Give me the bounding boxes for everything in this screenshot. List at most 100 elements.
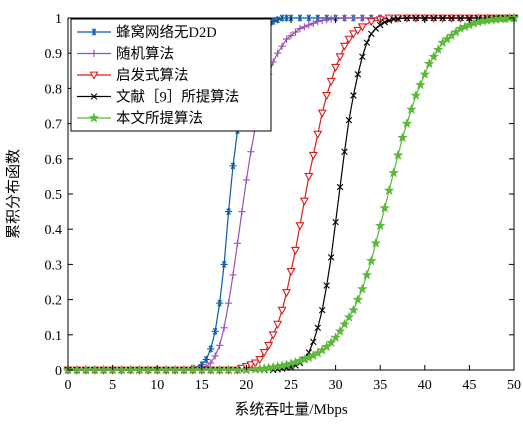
data-point (323, 16, 331, 24)
data-point (345, 116, 353, 124)
data-point (326, 77, 336, 87)
data-point (299, 197, 309, 206)
y-tick-label: 0.5 (45, 188, 63, 203)
data-point (376, 21, 384, 29)
data-point (305, 21, 313, 29)
data-point (282, 35, 291, 43)
data-point (348, 30, 358, 39)
data-point (350, 92, 357, 99)
data-point (264, 341, 274, 351)
y-tick-label: 0 (55, 364, 62, 379)
data-point (308, 151, 318, 161)
data-point (336, 183, 344, 191)
data-point (349, 14, 358, 22)
x-tick-label: 5 (109, 378, 116, 393)
series-4 (62, 12, 520, 375)
data-point (314, 17, 322, 26)
data-point (361, 269, 373, 280)
data-point (296, 24, 304, 33)
legend-label: 文献［9］所提算法 (116, 89, 239, 106)
data-point (233, 239, 242, 247)
data-point (98, 364, 109, 375)
x-tick-label: 25 (284, 378, 298, 393)
y-tick-label: 0.2 (45, 294, 63, 309)
data-point (331, 63, 341, 73)
data-point (207, 345, 215, 353)
data-point (335, 53, 345, 62)
data-point (282, 289, 292, 298)
legend-marker (89, 71, 99, 80)
data-point (169, 364, 181, 375)
data-point (341, 148, 348, 156)
y-tick-label: 0.6 (45, 153, 63, 168)
data-point (415, 79, 426, 90)
data-point (381, 18, 388, 26)
legend-item: 随机算法 (77, 46, 174, 63)
y-axis-label: 累积分布函数 (5, 149, 22, 239)
data-point (125, 364, 136, 375)
x-axis-label: 系统吞吐量/Mbps (234, 401, 348, 418)
data-point (318, 16, 326, 25)
data-point (238, 208, 246, 216)
data-point (220, 324, 228, 332)
data-point (160, 364, 172, 375)
data-point (232, 364, 243, 375)
data-point (286, 268, 296, 277)
data-point (143, 364, 154, 375)
data-point (242, 176, 250, 184)
data-point (339, 318, 350, 329)
data-point (401, 118, 413, 129)
data-point (412, 14, 420, 22)
legend-label: 本文所提算法 (116, 110, 203, 127)
data-point (134, 364, 145, 375)
data-point (80, 364, 92, 375)
data-point (187, 364, 199, 375)
data-point (247, 148, 255, 156)
data-point (392, 149, 404, 160)
y-tick-label: 1 (55, 12, 62, 27)
data-point (322, 92, 332, 101)
data-point (383, 185, 395, 195)
data-point (310, 338, 317, 346)
data-point (439, 14, 446, 22)
data-point (211, 327, 219, 335)
y-tick-label: 0.8 (45, 82, 63, 97)
data-point (334, 325, 346, 336)
data-point (370, 237, 381, 248)
data-point (339, 42, 350, 51)
data-point (314, 324, 322, 332)
x-tick-label: 15 (195, 378, 209, 393)
x-tick-label: 45 (462, 378, 476, 393)
data-point (224, 299, 233, 307)
data-point (424, 58, 435, 69)
data-point (430, 14, 437, 22)
data-point (403, 14, 411, 22)
data-point (432, 44, 444, 55)
data-point (325, 337, 337, 347)
data-point (211, 352, 219, 360)
data-point (295, 222, 305, 231)
data-point (357, 283, 368, 294)
data-point (291, 28, 300, 36)
data-point (278, 14, 286, 22)
data-point (340, 14, 349, 22)
legend-item: 本文所提算法 (77, 110, 203, 127)
legend-item: 蜂窝网络无D2D (77, 23, 217, 41)
data-point (274, 49, 282, 57)
data-point (216, 341, 224, 349)
data-point (428, 51, 439, 62)
data-point (290, 246, 300, 256)
data-point (323, 282, 330, 289)
y-tick-label: 0.4 (45, 223, 63, 238)
legend-item: 启发式算法 (77, 67, 189, 84)
data-point (363, 39, 371, 46)
x-tick-label: 50 (507, 378, 521, 393)
data-point (229, 162, 237, 170)
data-point (246, 361, 256, 370)
data-point (216, 299, 224, 307)
data-point (250, 359, 260, 368)
data-point (372, 25, 380, 32)
y-tick-label: 0.3 (45, 258, 63, 273)
